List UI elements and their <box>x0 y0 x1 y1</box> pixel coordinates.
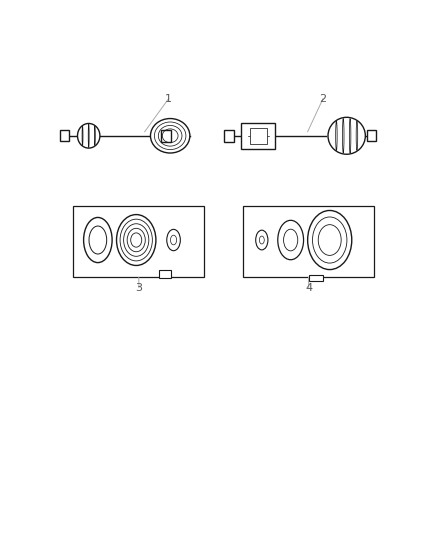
Ellipse shape <box>307 211 352 270</box>
Bar <box>309 274 323 281</box>
Ellipse shape <box>170 235 177 245</box>
Text: 2: 2 <box>319 94 326 104</box>
Ellipse shape <box>283 229 298 251</box>
Ellipse shape <box>151 118 190 153</box>
Bar <box>224 130 234 142</box>
Bar <box>159 270 171 278</box>
Text: 4: 4 <box>305 282 312 293</box>
Text: 1: 1 <box>165 94 172 104</box>
Ellipse shape <box>89 226 107 254</box>
Text: 3: 3 <box>135 282 142 293</box>
Ellipse shape <box>84 217 112 263</box>
Ellipse shape <box>328 117 365 154</box>
Ellipse shape <box>117 215 156 265</box>
Ellipse shape <box>78 124 100 148</box>
Bar <box>74 206 204 277</box>
Ellipse shape <box>259 236 264 244</box>
Bar <box>241 123 276 149</box>
Ellipse shape <box>167 229 180 251</box>
Bar <box>60 131 69 141</box>
Ellipse shape <box>278 220 304 260</box>
Bar <box>250 127 267 144</box>
Bar <box>367 131 375 141</box>
Ellipse shape <box>256 230 268 250</box>
Bar <box>161 130 170 142</box>
Bar <box>243 206 374 277</box>
